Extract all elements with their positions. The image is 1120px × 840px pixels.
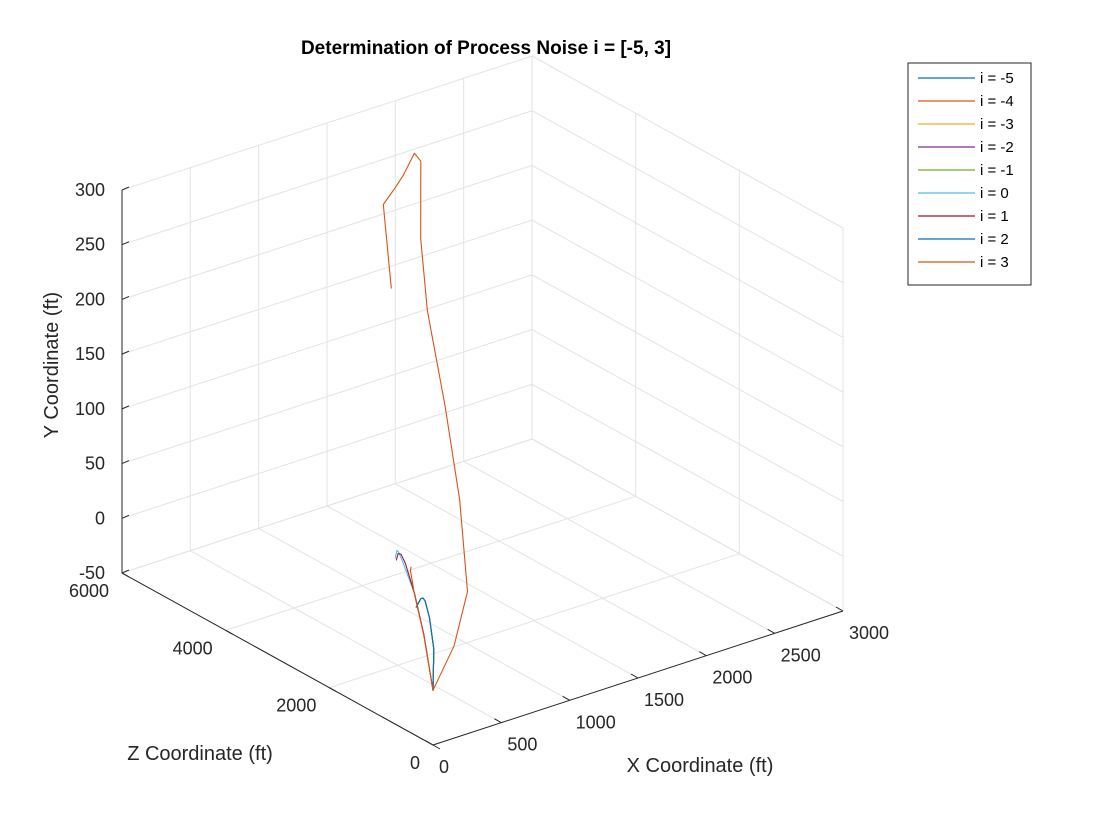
legend-box <box>907 62 1032 286</box>
legend-item: i = -2 <box>918 139 1014 156</box>
grid-line-z-back <box>121 164 533 300</box>
legend-item: i = 0 <box>918 185 1009 202</box>
grid-line-y-floor <box>329 553 740 689</box>
x-tick-label: 3000 <box>849 623 889 643</box>
legend-label: i = -4 <box>980 93 1014 110</box>
legend-item: i = -5 <box>918 70 1014 87</box>
grid-line-z-side <box>531 329 844 503</box>
vertical-tick-label: 300 <box>75 180 105 200</box>
grid-layer <box>121 55 844 746</box>
grid-line-z-back <box>121 329 533 465</box>
grid-line-z-back <box>121 274 533 410</box>
depth-tick-mark <box>432 744 441 750</box>
series-line-8 <box>415 597 435 691</box>
x-tick-mark <box>630 673 639 679</box>
chart-title: Determination of Process Noise i = [-5, … <box>301 38 671 59</box>
legend-item: i = -4 <box>918 93 1014 110</box>
vertical-tick-mark <box>121 186 130 191</box>
x-tick-label: 500 <box>507 735 537 755</box>
depth-tick-label: 2000 <box>276 696 316 716</box>
grid-line-x-floor <box>463 460 775 634</box>
vertical-tick-label: 0 <box>95 508 105 528</box>
vertical-tick-label: -50 <box>79 563 105 583</box>
grid-line-z-side <box>531 383 844 557</box>
series-layer <box>382 152 469 691</box>
legend-label: i = 1 <box>980 208 1009 225</box>
grid-line-x-floor <box>395 483 707 657</box>
depth-tick-label: 6000 <box>69 581 109 601</box>
grid-line-x-floor <box>258 527 570 701</box>
series-line-9 <box>409 566 434 691</box>
axis-layer: 0500100015002000250030000200040006000-50… <box>69 180 889 777</box>
grid-line-z-side <box>531 110 844 284</box>
legend-label: i = 2 <box>980 231 1009 248</box>
depth-tick-mark <box>121 572 130 578</box>
x-tick-mark <box>425 740 434 746</box>
series-line-2 <box>382 152 469 691</box>
grid-line-z-back <box>121 55 533 191</box>
vertical-tick-label: 100 <box>75 399 105 419</box>
legend-label: i = -3 <box>980 116 1014 133</box>
vertical-tick-label: 50 <box>85 454 105 474</box>
vertical-tick-label: 200 <box>75 289 105 309</box>
x-tick-mark <box>494 718 502 724</box>
grid-line-z-side <box>531 164 844 338</box>
grid-line-y-floor <box>225 495 636 631</box>
grid-line-x-floor <box>190 550 502 724</box>
grid-line-z-side <box>531 219 844 393</box>
depth-tick-label: 0 <box>410 753 420 773</box>
legend-item: i = -3 <box>918 116 1014 133</box>
grid-line-z-back <box>121 219 533 355</box>
x-tick-label: 2500 <box>781 645 821 665</box>
grid-line-z-side <box>531 438 844 612</box>
legend-item: i = -1 <box>918 162 1014 179</box>
legend-label: i = 3 <box>980 254 1009 271</box>
vertical-tick-mark <box>121 569 130 574</box>
legend: i = -5 i = -4 i = -3 i = -2 i = -1 i = 0 i = 1… <box>907 62 1032 286</box>
legend-item: i = 3 <box>918 254 1009 271</box>
grid-line-z-back <box>121 438 533 574</box>
vertical-tick-mark <box>121 405 130 410</box>
legend-label: i = -1 <box>980 162 1014 179</box>
vertical-axis-label: Y Coordinate (ft) <box>41 292 63 438</box>
x-tick-label: 1500 <box>644 690 684 710</box>
grid-line-x-floor <box>326 505 639 679</box>
depth-tick-mark <box>225 629 233 635</box>
legend-label: i = 0 <box>980 185 1009 202</box>
grid-line-z-back <box>121 110 533 246</box>
z-depth-axis-label: Z Coordinate (ft) <box>127 743 273 765</box>
series-line-6 <box>394 549 434 691</box>
x-tick-label: 0 <box>439 757 449 777</box>
vertical-tick-mark <box>121 350 130 355</box>
depth-tick-label: 4000 <box>173 638 213 658</box>
grid-line-z-side <box>531 55 844 229</box>
legend-label: i = -5 <box>980 70 1014 87</box>
grid-line-z-side <box>531 274 844 448</box>
vertical-tick-mark <box>121 295 130 300</box>
depth-tick-mark <box>329 687 337 693</box>
x-tick-label: 1000 <box>576 712 616 732</box>
vertical-tick-mark <box>121 514 130 519</box>
grid-line-z-back <box>121 383 533 519</box>
legend-item: i = 2 <box>918 231 1009 248</box>
x-tick-mark <box>835 606 844 612</box>
x-tick-mark <box>699 651 707 657</box>
vertical-tick-mark <box>121 460 130 465</box>
x-tick-label: 2000 <box>712 668 752 688</box>
legend-item: i = 1 <box>918 208 1009 225</box>
x-tick-mark <box>562 695 570 701</box>
vertical-tick-label: 150 <box>75 344 105 364</box>
legend-label: i = -2 <box>980 139 1014 156</box>
x-tick-mark <box>767 628 775 634</box>
depth-axis-line <box>121 572 434 746</box>
vertical-tick-label: 250 <box>75 235 105 255</box>
x-axis-label: X Coordinate (ft) <box>627 755 774 777</box>
vertical-tick-mark <box>121 241 130 246</box>
